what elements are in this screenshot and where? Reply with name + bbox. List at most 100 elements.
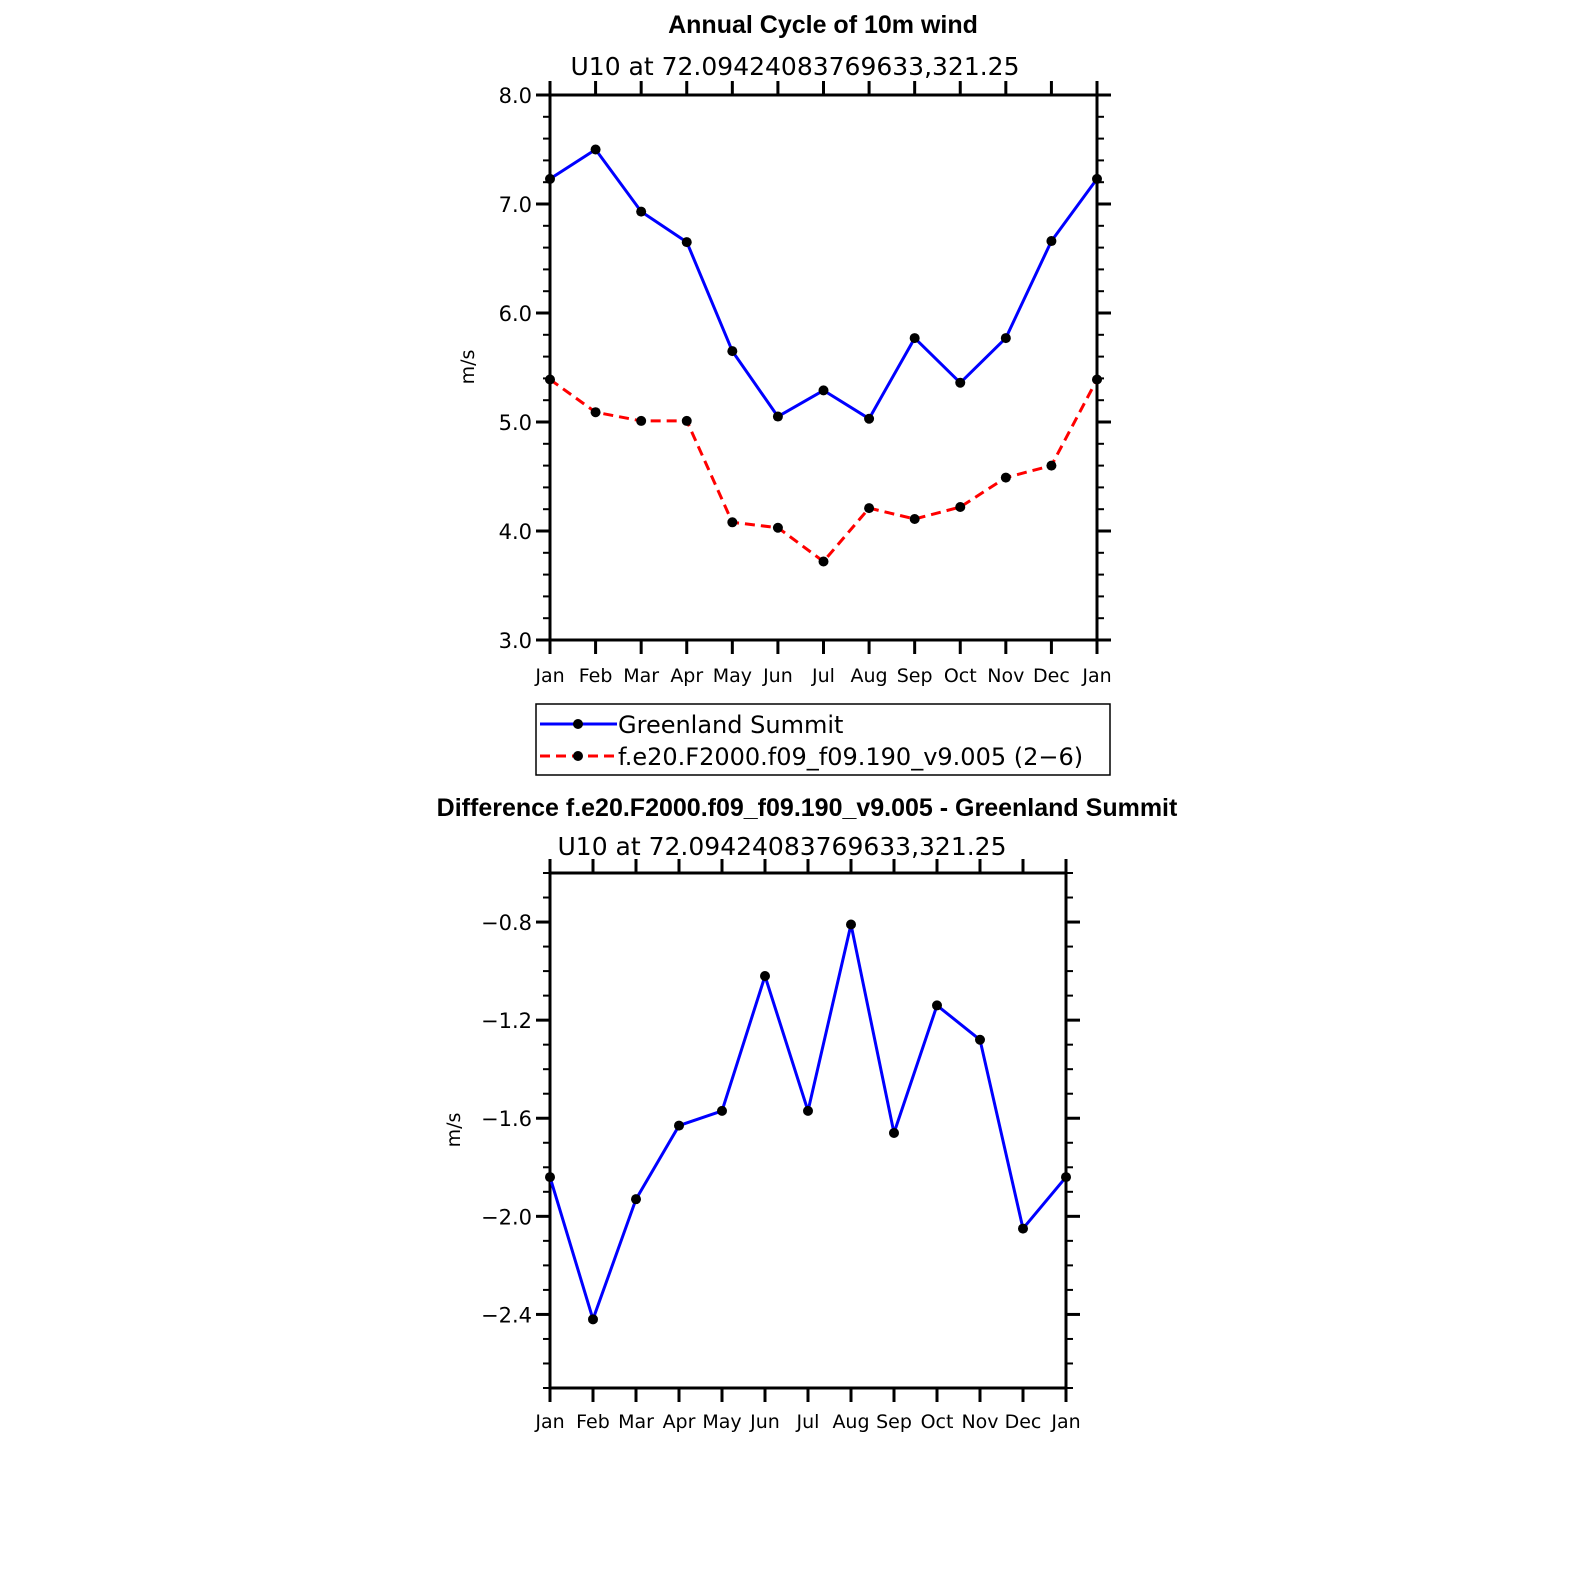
legend-item-model-run: f.e20.F2000.f09_f09.190_v9.005 (2−6)	[540, 743, 1083, 771]
series-points	[545, 919, 1071, 1325]
data-point	[681, 237, 692, 248]
data-point	[590, 144, 601, 155]
x-tick-label: Nov	[987, 665, 1024, 687]
y-tick-label: −2.0	[481, 1205, 532, 1229]
data-point	[727, 346, 738, 357]
data-point	[636, 206, 647, 217]
data-point	[760, 971, 770, 981]
x-tick-label: Jan	[1050, 1411, 1080, 1433]
data-point	[727, 517, 738, 528]
data-point	[955, 377, 966, 388]
y-tick-label: −0.8	[481, 911, 532, 935]
y-tick-label: 7.0	[499, 193, 532, 217]
data-point	[932, 1000, 942, 1011]
data-point	[846, 919, 856, 930]
y-tick-label: 5.0	[499, 411, 532, 435]
x-tick-label: Jul	[811, 665, 835, 687]
data-point	[1000, 333, 1011, 344]
x-tick-label: Aug	[832, 1411, 869, 1433]
series-line-0	[549, 148, 1099, 421]
x-tick-label: Jul	[796, 1411, 820, 1433]
series-lines	[549, 148, 1099, 563]
difference-chart: Difference f.e20.F2000.f09_f09.190_v9.00…	[437, 794, 1178, 1433]
data-point	[889, 1127, 899, 1138]
y-axis-label: m/s	[457, 350, 479, 385]
data-point	[818, 385, 829, 396]
data-point	[864, 503, 875, 514]
data-point	[1046, 460, 1057, 471]
x-tick-label: Apr	[663, 1411, 696, 1433]
y-tick-label: −1.6	[481, 1107, 532, 1131]
data-point	[1061, 1172, 1071, 1183]
data-point	[909, 514, 920, 525]
data-point	[588, 1314, 598, 1325]
x-tick-label: Aug	[851, 665, 888, 687]
x-tick-label: Sep	[876, 1411, 912, 1433]
data-point	[1018, 1223, 1028, 1234]
data-point	[803, 1105, 813, 1116]
x-tick-label: Jan	[1081, 665, 1111, 687]
x-tick-label: Jan	[534, 665, 564, 687]
data-point	[545, 1172, 555, 1183]
series-line-0	[548, 923, 1068, 1321]
chart-subtitle: U10 at 72.09424083769633,321.25	[558, 832, 1007, 861]
x-tick-label: Dec	[1033, 665, 1070, 687]
x-tick-label: Feb	[579, 665, 613, 687]
x-tick-label: May	[713, 665, 752, 687]
series-line-1	[549, 378, 1099, 563]
x-tick-label: Nov	[961, 1411, 998, 1433]
x-tick-label: Jun	[749, 1411, 780, 1433]
annual-cycle-chart: Annual Cycle of 10m wind U10 at 72.09424…	[457, 11, 1112, 776]
x-tick-label: Dec	[1005, 1411, 1042, 1433]
y-tick-label: −1.2	[481, 1009, 532, 1033]
series-lines	[548, 923, 1068, 1321]
legend-marker	[573, 751, 583, 761]
data-point	[955, 502, 966, 513]
data-point	[818, 556, 829, 567]
x-tick-label: Jan	[534, 1411, 564, 1433]
data-point	[545, 173, 555, 184]
y-tick-label: −2.4	[481, 1303, 532, 1327]
x-tick-label: May	[702, 1411, 741, 1433]
legend-marker	[573, 719, 583, 729]
x-tick-label: Oct	[944, 665, 977, 687]
plot-frame	[548, 871, 1068, 1390]
y-tick-label: 3.0	[499, 629, 532, 653]
legend-label-greenland-summit: Greenland Summit	[618, 711, 843, 739]
data-point	[717, 1105, 727, 1116]
y-tick-label: 6.0	[499, 302, 532, 326]
data-point	[1000, 472, 1011, 483]
data-point	[1046, 236, 1057, 247]
x-tick-label: Mar	[618, 1411, 654, 1433]
data-point	[975, 1034, 985, 1045]
y-tick-label: 4.0	[499, 520, 532, 544]
x-tick-label: Jun	[762, 665, 793, 687]
data-point	[1092, 374, 1102, 385]
x-tick-label: Sep	[897, 665, 933, 687]
axes: −2.4 −2.0 −1.6 −1.2 −0.8 Jan Feb Mar Apr May Jun Ju…	[481, 859, 1081, 1433]
data-point	[864, 413, 875, 424]
series-points	[545, 144, 1102, 567]
legend: Greenland Summit f.e20.F2000.f09_f09.190…	[535, 703, 1111, 776]
data-point	[674, 1120, 684, 1131]
chart-title: Difference f.e20.F2000.f09_f09.190_v9.00…	[437, 794, 1178, 822]
data-point	[1092, 173, 1102, 184]
chart-subtitle: U10 at 72.09424083769633,321.25	[571, 52, 1020, 81]
axes: 3.0 4.0 5.0 6.0 7.0 8.0 Jan Feb Mar Apr May Jun Jul A…	[499, 81, 1112, 687]
x-tick-label: Apr	[670, 665, 703, 687]
data-point	[590, 407, 601, 418]
chart-title: Annual Cycle of 10m wind	[668, 11, 978, 39]
data-point	[772, 411, 783, 422]
x-tick-label: Feb	[576, 1411, 610, 1433]
legend-box	[535, 703, 1111, 776]
x-tick-label: Oct	[921, 1411, 954, 1433]
y-axis-label: m/s	[443, 1113, 465, 1148]
legend-label-model-run: f.e20.F2000.f09_f09.190_v9.005 (2−6)	[618, 743, 1083, 771]
data-point	[681, 415, 692, 426]
data-point	[636, 415, 647, 426]
data-point	[909, 333, 920, 344]
data-point	[545, 374, 555, 385]
legend-item-greenland-summit: Greenland Summit	[540, 711, 843, 739]
x-tick-label: Mar	[623, 665, 659, 687]
